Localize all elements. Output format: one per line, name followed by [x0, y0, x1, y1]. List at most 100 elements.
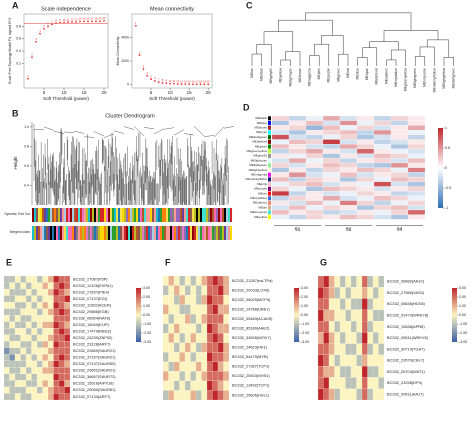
cell: [207, 381, 213, 391]
cell: [15, 302, 21, 309]
cell: [65, 276, 71, 283]
cell: [335, 366, 341, 377]
module-color: [164, 208, 166, 222]
row-label: BC332_25606(HSL1): [232, 392, 270, 397]
cell: [391, 182, 408, 187]
row-label: BC332_85180(AAE2): [232, 325, 270, 330]
module-color: [226, 226, 228, 240]
cell: [357, 205, 374, 210]
cell: [224, 286, 230, 296]
cell: [4, 296, 10, 303]
cell: [323, 140, 340, 145]
cell: [224, 295, 230, 305]
cell: [26, 354, 32, 361]
cell: [54, 296, 60, 303]
cell: [346, 366, 352, 377]
cell: [379, 344, 385, 355]
cell: [408, 182, 425, 187]
dendro-branch: [310, 55, 320, 66]
cell: [196, 295, 202, 305]
module-color: [176, 208, 178, 222]
cell: [185, 352, 191, 362]
cell: [26, 309, 32, 316]
module-color: [204, 208, 206, 222]
row-label: MEtan: [258, 205, 267, 209]
cell: [48, 309, 54, 316]
cell: [324, 355, 330, 366]
row-label: BC332_02470(WRKY8): [387, 312, 429, 317]
module-color: [48, 226, 50, 240]
module-color: [192, 226, 194, 240]
module-color: [44, 226, 46, 240]
cell: [373, 332, 379, 343]
cell: [357, 366, 363, 377]
cell: [379, 389, 385, 400]
x-tick-label: 15: [81, 90, 87, 95]
row-label: BC332_37157(SAUR21): [73, 355, 116, 360]
cell: [323, 182, 340, 187]
dendro-branch: [144, 127, 154, 129]
cell: [408, 140, 425, 145]
cell: [306, 215, 323, 220]
cell: [48, 374, 54, 381]
cell: [43, 328, 49, 335]
cell: [15, 374, 21, 381]
cell: [374, 125, 391, 130]
row-label: BC332_36657(SAUR72): [73, 374, 116, 379]
cell: [163, 295, 169, 305]
cell: [224, 371, 230, 381]
cell: [324, 299, 330, 310]
row-label: BC332_27357(TCP1): [232, 364, 270, 369]
cell: [48, 328, 54, 335]
cell: [357, 187, 374, 192]
cell: [26, 289, 32, 296]
cell: [306, 121, 323, 126]
module-color: [78, 208, 80, 222]
module-color: [194, 208, 196, 222]
leaf-label: MEroyalblue: [394, 68, 398, 87]
cell: [4, 302, 10, 309]
cell: [4, 367, 10, 374]
point: [27, 78, 29, 80]
cell: [289, 182, 306, 187]
row-label: BC332_25403(SHS1): [232, 373, 270, 378]
cell: [10, 328, 16, 335]
row-label: BC332_23298(DP4): [387, 380, 423, 385]
cell: [59, 393, 65, 400]
cell: [4, 283, 10, 290]
color-tick-label: 1: [445, 126, 447, 130]
row-label: BC332_11502(ACER): [73, 302, 112, 307]
cell: [32, 276, 38, 283]
module-color: [208, 208, 210, 222]
cell: [335, 310, 341, 321]
cell: [43, 387, 49, 394]
cell: [374, 172, 391, 177]
cell: [21, 367, 27, 374]
leaf-label: MEmidnightblue: [432, 68, 436, 92]
cell: [65, 361, 71, 368]
cell: [357, 215, 374, 220]
point: [71, 21, 73, 23]
point: [35, 41, 37, 43]
module-color: [190, 226, 192, 240]
row-label: BC332_34595(WOX7): [232, 335, 272, 340]
cell: [272, 130, 289, 135]
y-tick-label: 0.8: [24, 144, 29, 148]
cell: [4, 393, 10, 400]
leaf-label: MEgreenyellow: [403, 67, 407, 91]
cell: [218, 381, 224, 391]
cell: [362, 332, 368, 343]
cell: [289, 215, 306, 220]
cell: [323, 149, 340, 154]
cell: [272, 182, 289, 187]
module-color: [38, 208, 40, 222]
cell: [202, 362, 208, 372]
cell: [26, 328, 32, 335]
cell: [340, 276, 346, 287]
cell: [218, 352, 224, 362]
point: [154, 80, 156, 82]
cell: [196, 276, 202, 286]
point: [184, 83, 186, 85]
cell: [48, 322, 54, 329]
module-color: [136, 208, 138, 222]
